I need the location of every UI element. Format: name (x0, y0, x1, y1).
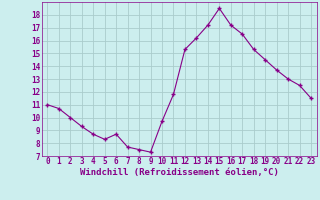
X-axis label: Windchill (Refroidissement éolien,°C): Windchill (Refroidissement éolien,°C) (80, 168, 279, 177)
